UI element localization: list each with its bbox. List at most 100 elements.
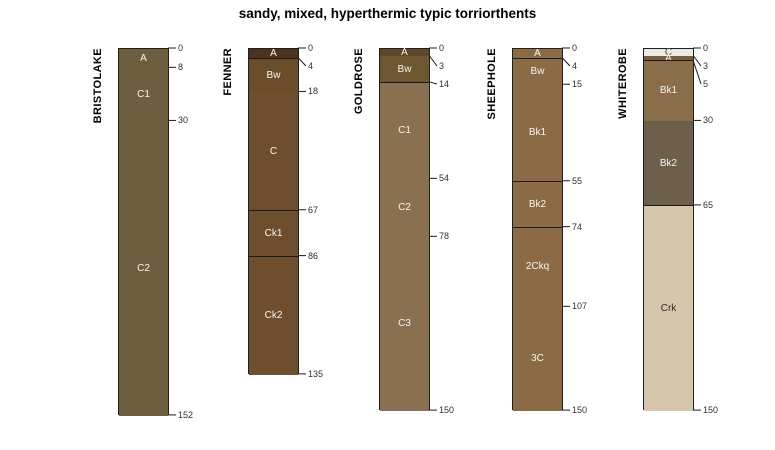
horizon-boundary: [513, 84, 562, 86]
horizon-label: Bk2: [659, 157, 678, 169]
profile-name: SHEEPHOLE: [486, 48, 498, 120]
horizon-Bw: [380, 56, 429, 83]
profile-column: A Bw Bk1 Bk2 2Ckq 3C: [512, 47, 563, 412]
horizon-Bk2: [513, 181, 562, 228]
depth-tick-label: 4: [308, 61, 314, 71]
horizon-label: C2: [137, 262, 150, 274]
horizon-label: Crk: [660, 302, 677, 314]
horizon-boundary: [249, 255, 298, 258]
depth-tick-label: 15: [572, 79, 583, 90]
depth-tick-label: 18: [308, 86, 319, 97]
horizon-label: A: [270, 47, 277, 59]
horizon-A: [644, 56, 693, 62]
depth-tick-label: 86: [308, 250, 319, 261]
depth-tick-label: 78: [439, 231, 450, 242]
depth-tick-label: 0: [178, 43, 184, 53]
horizon-Ck2: [249, 256, 298, 375]
depth-tick-label: 5: [703, 79, 709, 89]
horizon-boundary: [513, 181, 562, 183]
horizon-Bw: [249, 58, 298, 93]
horizon-C: [644, 49, 693, 57]
profile-name: FENNER: [222, 48, 234, 96]
profile-column: A Bw C Ck1 Ck2: [248, 47, 299, 375]
depth-tick-label: 0: [308, 43, 314, 53]
horizon-C: [249, 92, 298, 211]
horizon-label: C: [664, 46, 673, 58]
horizon-C3: [380, 237, 429, 412]
horizon-label: Bw: [397, 63, 412, 75]
horizon-Bw: [513, 58, 562, 86]
horizon-label: A: [534, 47, 541, 59]
horizon-boundary: [380, 178, 429, 181]
horizon-boundary: [380, 55, 429, 57]
depth-tick-label: 107: [572, 301, 588, 312]
horizon-C1: [119, 68, 168, 122]
horizon-C2: [380, 179, 429, 238]
depth-tick-label: 54: [439, 173, 450, 184]
horizon-Bk1: [644, 61, 693, 122]
profile-column: A Bw C1 C2 C3: [379, 46, 430, 412]
horizon-label: A: [401, 46, 408, 58]
depth-tick-label: 8: [178, 62, 184, 73]
depth-tick-label: 4: [572, 61, 578, 71]
depth-tick-label: 150: [572, 405, 588, 416]
depth-tick-label: 30: [178, 115, 189, 126]
horizon-label: 3C: [531, 353, 544, 365]
horizon-boundary: [513, 306, 562, 308]
horizon-Ck1: [249, 210, 298, 257]
depth-tick-label: 152: [178, 409, 194, 420]
depth-tick-label: 14: [439, 79, 450, 89]
horizon-label: Bw: [530, 65, 545, 77]
horizon-label: A: [665, 52, 672, 64]
horizon-C2: [119, 121, 168, 416]
depth-tick-label: 65: [703, 199, 714, 210]
horizon-A: [380, 49, 429, 57]
profile-name: BRISTOLAKE: [92, 48, 104, 124]
depth-tick-label: 0: [703, 43, 709, 53]
horizon-A: [249, 49, 298, 59]
profile-name: GOLDROSE: [353, 48, 365, 115]
depth-tick-label: 0: [439, 43, 445, 53]
horizon-label: C2: [398, 202, 411, 214]
horizon-boundary: [380, 236, 429, 238]
depth-tick-label: 3: [439, 61, 445, 71]
depth-tick-label: 30: [703, 115, 714, 126]
horizon-3C: [513, 307, 562, 412]
horizon-label: Bk1: [659, 85, 678, 97]
horizon-A: [119, 49, 168, 69]
horizon-boundary: [513, 226, 562, 229]
depth-tick-label: 135: [308, 368, 324, 379]
horizon-label: A: [140, 52, 147, 64]
horizon-label: Ck2: [264, 309, 283, 321]
horizon-label: 2Ckq: [525, 261, 550, 273]
horizon-Crk: [644, 205, 693, 412]
horizon-boundary: [249, 210, 298, 212]
horizon-label: Bk2: [528, 198, 547, 210]
horizon-label: C1: [137, 88, 150, 100]
profile-column: A C1 C2: [118, 48, 169, 416]
horizon-boundary: [644, 55, 693, 57]
horizon-label: Ck1: [264, 227, 283, 239]
horizon-label: C: [269, 145, 278, 157]
horizon-Bk2: [644, 121, 693, 206]
depth-tick-label: 67: [308, 204, 319, 215]
horizon-2Ckq: [513, 227, 562, 308]
horizon-A: [513, 49, 562, 59]
horizon-label: Bk1: [528, 127, 547, 139]
depth-tick-label: 0: [572, 43, 578, 53]
depth-tick-label: 150: [703, 405, 719, 416]
horizon-boundary: [644, 205, 693, 207]
depth-tick-label: 74: [572, 221, 583, 232]
horizon-boundary: [644, 60, 693, 62]
horizon-C1: [380, 82, 429, 180]
horizon-label: Bw: [266, 69, 281, 81]
profile-name: WHITEROBE: [617, 48, 629, 119]
horizon-label: C3: [398, 318, 411, 330]
profile-column: C A Bk1 Bk2 Crk: [643, 46, 694, 412]
chart-title: sandy, mixed, hyperthermic typic torrior…: [238, 6, 537, 21]
horizon-Bk1: [513, 85, 562, 182]
depth-tick-label: 55: [572, 175, 583, 186]
depth-tick-label: 150: [439, 405, 455, 416]
horizon-label: C1: [398, 125, 411, 137]
